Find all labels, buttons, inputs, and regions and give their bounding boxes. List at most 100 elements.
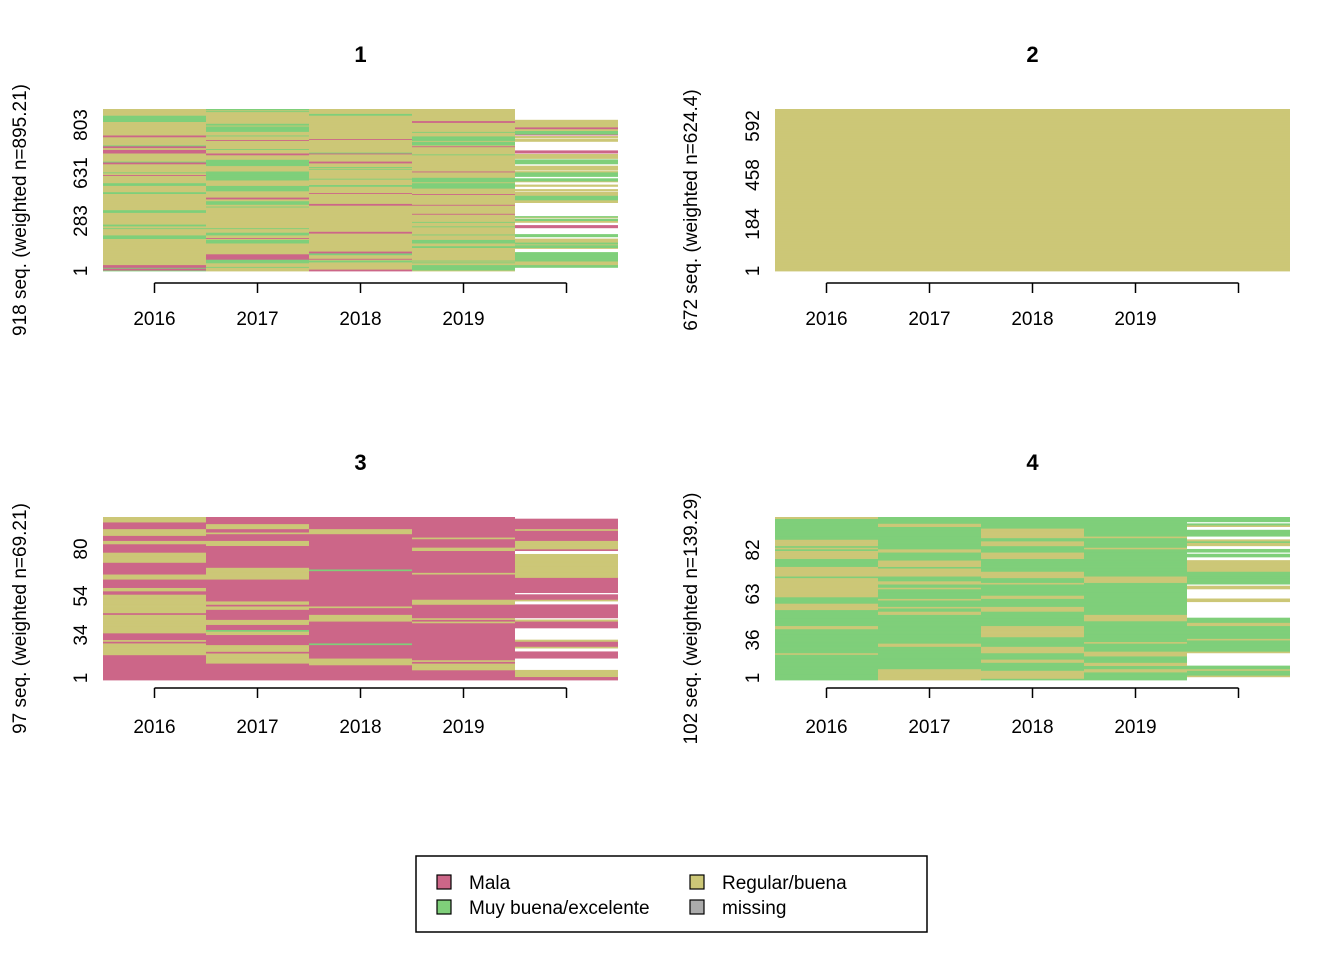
sequence-cell bbox=[309, 167, 412, 169]
sequence-cell bbox=[206, 525, 309, 528]
sequence-cell bbox=[515, 538, 618, 541]
sequence-cell bbox=[206, 622, 309, 625]
sequence-cell bbox=[103, 631, 206, 634]
sequence-cell bbox=[1187, 179, 1290, 181]
sequence-cell bbox=[412, 535, 515, 538]
sequence-cell bbox=[1084, 211, 1187, 213]
sequence-cell bbox=[515, 180, 618, 182]
sequence-cell bbox=[309, 609, 412, 612]
sequence-cell bbox=[1187, 227, 1290, 230]
sequence-cell bbox=[206, 118, 309, 121]
sequence-cell bbox=[206, 552, 309, 555]
sequence-cell bbox=[775, 649, 878, 652]
sequence-cell bbox=[309, 181, 412, 184]
sequence-cell bbox=[206, 201, 309, 203]
sequence-cell bbox=[206, 560, 309, 563]
sequence-cell bbox=[515, 587, 618, 590]
sequence-cell bbox=[309, 520, 412, 523]
sequence-cell bbox=[206, 235, 309, 237]
sequence-cell bbox=[878, 109, 981, 111]
sequence-cell bbox=[878, 539, 981, 542]
sequence-cell bbox=[103, 215, 206, 217]
sequence-cell bbox=[1187, 190, 1290, 193]
sequence-cell bbox=[981, 166, 1084, 168]
sequence-cell bbox=[206, 190, 309, 192]
column-last bbox=[515, 119, 618, 268]
sequence-cell bbox=[1187, 224, 1290, 226]
sequence-cell bbox=[775, 237, 878, 239]
sequence-cell bbox=[206, 134, 309, 136]
sequence-cell bbox=[412, 150, 515, 152]
sequence-cell bbox=[878, 123, 981, 125]
sequence-cell bbox=[1084, 569, 1187, 572]
sequence-cell bbox=[103, 170, 206, 172]
sequence-cell bbox=[103, 264, 206, 266]
sequence-cell bbox=[775, 609, 878, 612]
sequence-cell bbox=[103, 636, 206, 639]
sequence-cell bbox=[103, 208, 206, 211]
sequence-cell bbox=[1084, 206, 1187, 208]
sequence-cell bbox=[775, 194, 878, 196]
sequence-cell bbox=[1187, 531, 1290, 534]
sequence-cell bbox=[309, 564, 412, 567]
sequence-cell bbox=[1084, 247, 1187, 249]
sequence-cell bbox=[412, 113, 515, 115]
sequence-cell bbox=[103, 538, 206, 541]
sequence-cell bbox=[309, 145, 412, 147]
sequence-cell bbox=[515, 567, 618, 570]
sequence-cell bbox=[412, 170, 515, 172]
sequence-cell bbox=[515, 641, 618, 644]
sequence-cell bbox=[1084, 171, 1187, 173]
sequence-cell bbox=[981, 109, 1084, 111]
sequence-cell bbox=[981, 187, 1084, 189]
sequence-cell bbox=[103, 204, 206, 206]
sequence-cell bbox=[412, 523, 515, 526]
sequence-cell bbox=[1084, 526, 1187, 529]
sequence-cell bbox=[412, 592, 515, 595]
sequence-cell bbox=[981, 258, 1084, 260]
sequence-cell bbox=[775, 216, 878, 218]
sequence-cell bbox=[775, 215, 878, 217]
sequence-cell bbox=[878, 110, 981, 113]
sequence-cell bbox=[412, 213, 515, 215]
sequence-cell bbox=[1084, 249, 1187, 251]
sequence-cell bbox=[206, 270, 309, 272]
sequence-cell bbox=[1187, 641, 1290, 644]
sequence-cell bbox=[1084, 595, 1187, 598]
sequence-cell bbox=[309, 193, 412, 195]
sequence-cell bbox=[878, 590, 981, 593]
sequence-cell bbox=[1084, 524, 1187, 527]
sequence-cell bbox=[309, 177, 412, 179]
sequence-cell bbox=[412, 206, 515, 208]
sequence-cell bbox=[1187, 162, 1290, 164]
sequence-cell bbox=[412, 525, 515, 528]
sequence-cell bbox=[878, 593, 981, 596]
sequence-cell bbox=[1187, 213, 1290, 215]
sequence-cell bbox=[1084, 190, 1187, 193]
sequence-cell bbox=[1187, 167, 1290, 169]
sequence-cell bbox=[412, 235, 515, 237]
sequence-cell bbox=[775, 209, 878, 212]
sequence-cell bbox=[206, 569, 309, 572]
sequence-cell bbox=[878, 652, 981, 655]
sequence-cell bbox=[515, 122, 618, 124]
sequence-cell bbox=[1084, 598, 1187, 601]
sequence-cell bbox=[309, 577, 412, 580]
sequence-cell bbox=[1187, 134, 1290, 136]
sequence-cell bbox=[309, 654, 412, 657]
sequence-cell bbox=[981, 624, 1084, 627]
sequence-cell bbox=[515, 257, 618, 259]
sequence-cell bbox=[775, 643, 878, 646]
sequence-cell bbox=[775, 253, 878, 256]
sequence-cell bbox=[775, 261, 878, 263]
sequence-cell bbox=[103, 643, 206, 646]
sequence-cell bbox=[309, 553, 412, 557]
sequence-cell bbox=[878, 180, 981, 182]
sequence-cell bbox=[878, 263, 981, 266]
sequence-cell bbox=[1084, 214, 1187, 216]
sequence-cell bbox=[206, 109, 309, 111]
sequence-cell bbox=[309, 227, 412, 230]
sequence-cell bbox=[878, 175, 981, 177]
sequence-cell bbox=[1084, 123, 1187, 125]
y-tick-label: 80 bbox=[71, 538, 92, 559]
